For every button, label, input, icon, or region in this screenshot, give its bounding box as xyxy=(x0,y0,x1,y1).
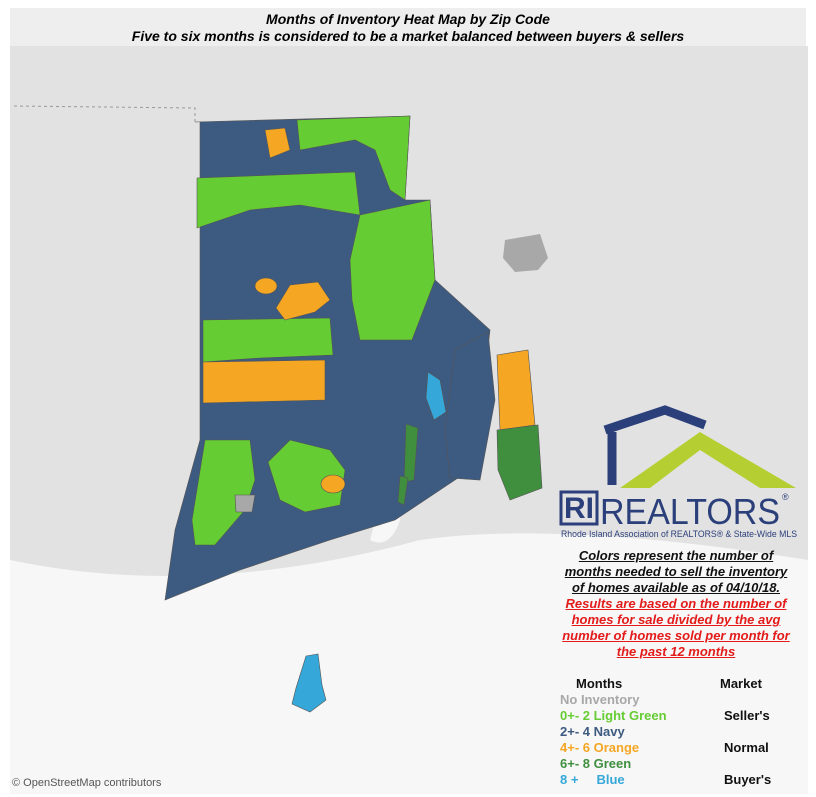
note: Colors represent the number of months nee… xyxy=(556,548,796,660)
note-red-line: homes for sale divided by the avg xyxy=(571,612,781,627)
legend-market: Buyer's xyxy=(724,772,772,787)
legend-label: No Inventory xyxy=(560,692,640,707)
legend-label: 4+- 6 Orange xyxy=(560,740,640,755)
legend-label: 6+- 8 Green xyxy=(560,756,632,771)
border xyxy=(13,105,196,122)
legend-label: 8 + Blue xyxy=(560,772,625,787)
region-gray xyxy=(503,234,548,272)
note-red-line: Results are based on the number of xyxy=(565,596,787,611)
title: Months of Inventory Heat Map by Zip Code xyxy=(266,11,550,27)
legend-row: 2+- 4 Navy xyxy=(560,724,800,740)
legend-row: 8 + Blue Buyer's xyxy=(560,772,800,788)
legend-market: Seller's xyxy=(724,708,770,723)
logo-brand: REALTORS xyxy=(600,491,780,532)
logo: RI REALTORS ® Rhode Island Association o… xyxy=(559,405,797,539)
legend-header: Months xyxy=(576,676,623,691)
legend-header: Market xyxy=(720,676,762,691)
legend-row: 0+- 2 Light Green Seller's xyxy=(560,708,800,724)
legend-label: 0+- 2 Light Green xyxy=(560,708,667,723)
logo-tagline: Rhode Island Association of REALTORS® & … xyxy=(561,529,797,539)
title-box: Months of Inventory Heat Map by Zip Code… xyxy=(10,8,806,46)
ri-zip-regions xyxy=(164,115,543,713)
logo-ri: RI xyxy=(564,492,594,525)
legend-row: 6+- 8 Green xyxy=(560,756,800,772)
note-line: Colors represent the number of xyxy=(578,548,774,563)
legend-row: No Inventory xyxy=(560,692,800,708)
ocean xyxy=(10,533,808,794)
legend-label: 2+- 4 Navy xyxy=(560,724,625,739)
note-red-line: the past 12 months xyxy=(616,644,736,659)
logo-registered: ® xyxy=(782,492,789,502)
subtitle: Five to six months is considered to be a… xyxy=(131,28,685,44)
legend-row: 4+- 6 Orange Normal xyxy=(560,740,800,756)
attribution: © OpenStreetMap contributors xyxy=(12,777,162,789)
note-line: of homes available as of 04/10/18. xyxy=(571,580,781,595)
legend-market: Normal xyxy=(724,740,769,755)
note-line: months needed to sell the inventory xyxy=(564,564,788,579)
note-red-line: number of homes sold per month for xyxy=(562,628,790,643)
